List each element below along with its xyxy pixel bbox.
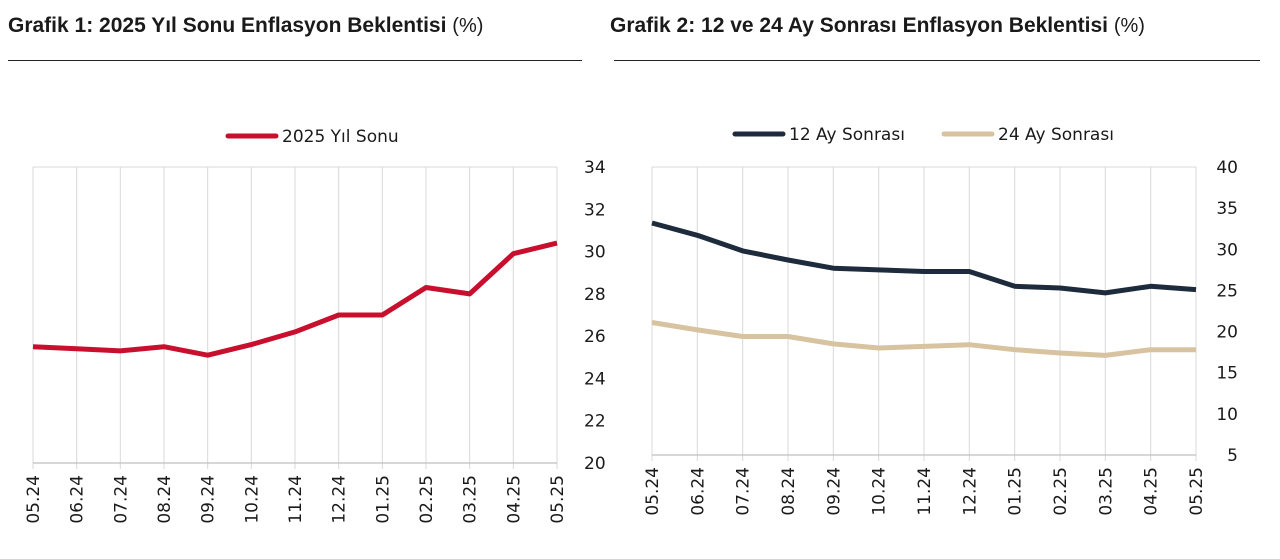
x-tick-label: 11.24 (915, 467, 935, 516)
y-tick-label: 30 (584, 243, 606, 263)
x-tick-label: 05.25 (1187, 467, 1207, 516)
x-tick-label: 07.24 (111, 475, 131, 524)
x-tick-label: 12.24 (960, 467, 980, 516)
y-tick-label: 32 (584, 200, 606, 220)
legend-label: 2025 Yıl Sonu (282, 127, 399, 147)
y-tick-label: 35 (1216, 199, 1238, 219)
x-tick-label: 05.24 (643, 467, 663, 516)
x-tick-label: 02.25 (1051, 467, 1071, 516)
x-tick-label: 06.24 (688, 467, 708, 516)
x-tick-label: 03.25 (1096, 467, 1116, 516)
x-tick-label: 12.24 (330, 475, 350, 524)
y-tick-label: 20 (584, 454, 606, 474)
series-line (651, 320, 1196, 358)
x-tick-label: 06.24 (68, 475, 88, 524)
x-tick-label: 08.24 (779, 467, 799, 516)
y-tick-label: 15 (1216, 364, 1238, 384)
y-tick-label: 20 (1216, 323, 1238, 343)
x-tick-label: 04.25 (1142, 467, 1162, 516)
x-tick-label: 09.24 (824, 467, 844, 516)
y-tick-label: 22 (584, 412, 606, 432)
series-line (32, 240, 558, 358)
x-tick-label: 10.24 (242, 475, 262, 524)
series-line (651, 220, 1197, 296)
y-tick-label: 26 (584, 327, 606, 347)
y-tick-label: 10 (1216, 405, 1238, 425)
chart2-title: Grafik 2: 12 ve 24 Ay Sonrası Enflasyon … (610, 14, 1145, 38)
y-tick-label: 28 (584, 285, 606, 305)
x-tick-label: 04.25 (504, 475, 524, 524)
y-tick-label: 30 (1216, 240, 1238, 260)
x-tick-label: 08.24 (155, 475, 175, 524)
x-tick-label: 02.25 (417, 475, 437, 524)
y-tick-label: 25 (1216, 281, 1238, 301)
y-tick-label: 24 (584, 369, 606, 389)
legend-label: 24 Ay Sonrası (998, 125, 1114, 145)
chart1-title: Grafik 1: 2025 Yıl Sonu Enflasyon Beklen… (8, 14, 483, 38)
x-tick-label: 05.25 (548, 475, 568, 524)
y-tick-label: 40 (1216, 158, 1238, 178)
chart1-unit: (%) (452, 15, 484, 37)
chart1-title-rule (8, 60, 582, 61)
x-tick-label: 01.25 (373, 475, 393, 524)
y-tick-label: 5 (1227, 446, 1238, 466)
legend-label: 12 Ay Sonrası (789, 125, 905, 145)
x-tick-label: 05.24 (24, 475, 44, 524)
x-tick-label: 09.24 (199, 475, 219, 524)
chart2: 05.24 06.24 07.24 08.24 09.24 10.24 11.24 12.24… (643, 125, 1238, 516)
x-tick-label: 10.24 (870, 467, 890, 516)
chart1: 05.24 06.24 07.24 08.24 09.24 10.24 11.24 12.24… (24, 127, 606, 524)
chart2-title-rule (614, 60, 1260, 61)
x-tick-label: 11.24 (286, 475, 306, 524)
x-tick-label: 03.25 (461, 475, 481, 524)
chart2-unit: (%) (1113, 15, 1145, 37)
chart1-title-text: Grafik 1: 2025 Yıl Sonu Enflasyon Beklen… (8, 14, 447, 37)
y-tick-label: 34 (584, 158, 606, 178)
x-tick-label: 01.25 (1006, 467, 1026, 516)
chart2-title-text: Grafik 2: 12 ve 24 Ay Sonrası Enflasyon … (610, 14, 1108, 37)
x-tick-label: 07.24 (734, 467, 754, 516)
